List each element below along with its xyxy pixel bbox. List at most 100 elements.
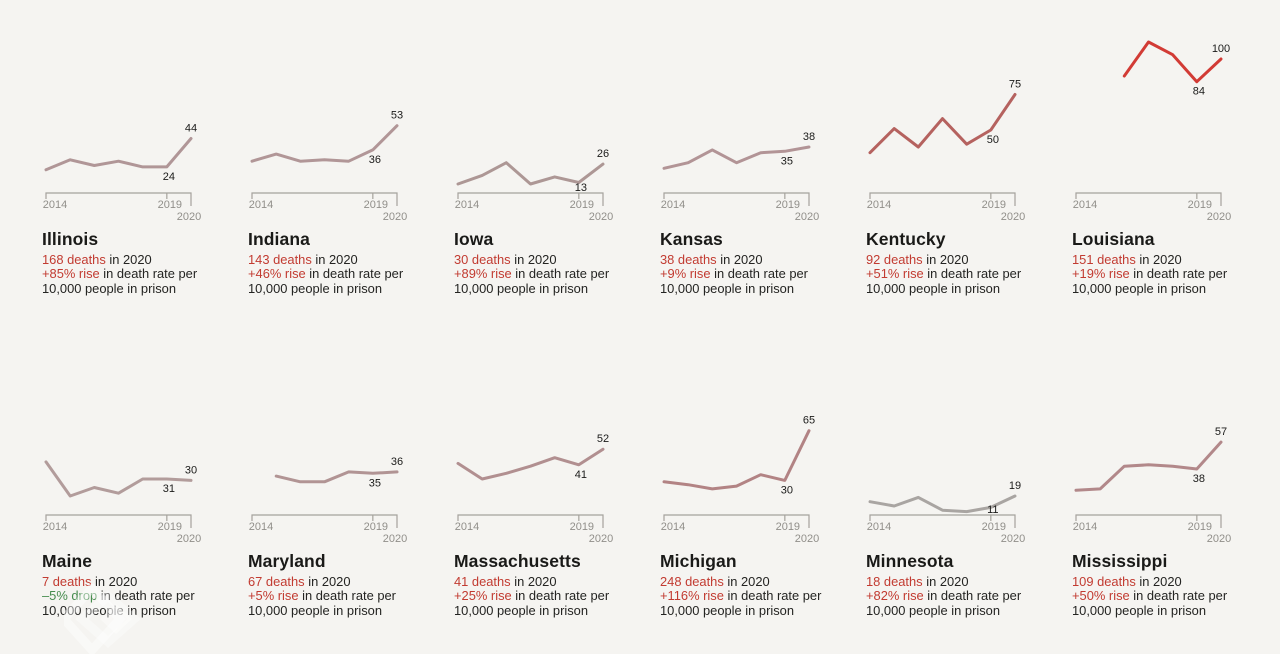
trend-line — [662, 145, 811, 170]
state-card: 2014 2019 2020 50 75 Kentucky 92 deaths in 2… — [866, 25, 1072, 296]
state-name: Maryland — [248, 551, 326, 571]
point-label-2020: 38 — [803, 131, 815, 143]
state-name: Louisiana — [1072, 229, 1155, 249]
deaths-line: 18 deaths in 2020 — [866, 574, 1072, 589]
state-name: Minnesota — [866, 551, 954, 571]
axis-tick-label-2020: 2020 — [589, 533, 613, 545]
x-axis — [251, 192, 398, 206]
x-axis — [663, 514, 810, 528]
x-axis — [1075, 514, 1222, 528]
change-context: in death rate per — [511, 588, 610, 604]
point-label-2020: 44 — [185, 123, 197, 135]
rate-denominator-line: 10,000 people in prison — [454, 602, 589, 618]
change-line: +19% rise in death rate per — [1072, 267, 1278, 281]
diamond-watermark-icon — [64, 584, 141, 654]
change-line: +116% rise in death rate per — [660, 589, 866, 603]
trend-line — [868, 93, 1017, 155]
change-context: in death rate per — [97, 588, 195, 604]
deaths-value: 67 deaths — [248, 574, 305, 589]
point-label-2019: 24 — [163, 171, 175, 183]
axis-tick-label-2020: 2020 — [383, 533, 407, 545]
point-label-2020: 57 — [1215, 426, 1227, 438]
point-label-2019: 30 — [781, 484, 793, 496]
change-value: +82% rise — [866, 588, 924, 604]
change-context: in death rate per — [923, 588, 1022, 604]
trend-line — [456, 447, 605, 481]
deaths-context: in 2020 — [1135, 574, 1182, 589]
point-label-2019: 13 — [575, 182, 587, 194]
change-value: +46% rise — [248, 266, 306, 282]
point-label-2019: 36 — [369, 154, 381, 166]
axis-tick-label-2014: 2014 — [455, 521, 479, 533]
deaths-line: 168 deaths in 2020 — [42, 252, 248, 267]
state-name: Michigan — [660, 551, 737, 571]
state-card: 2014 2019 2020 13 26 Iowa 30 deaths in 2020 … — [454, 25, 660, 296]
charts-row-2: 2014 2019 2020 31 30 Maine 7 deaths in 2020 … — [0, 347, 1278, 618]
change-value: +5% rise — [248, 588, 299, 604]
state-card: 2014 2019 2020 38 57 Mississippi 109 deaths … — [1072, 347, 1278, 618]
deaths-context: in 2020 — [510, 252, 557, 267]
deaths-line: 38 deaths in 2020 — [660, 252, 866, 267]
change-line: +50% rise in death rate per — [1072, 589, 1278, 603]
state-name: Massachusetts — [454, 551, 581, 571]
axis-tick-label-2014: 2014 — [867, 521, 891, 533]
axis-tick-label-2014: 2014 — [249, 199, 273, 211]
change-context: in death rate per — [298, 588, 396, 604]
trend-line — [274, 470, 399, 484]
deaths-context: in 2020 — [723, 574, 770, 589]
axis-tick-label-2019: 2019 — [364, 199, 388, 211]
point-label-2020: 19 — [1009, 480, 1021, 492]
point-label-2019: 41 — [575, 469, 587, 481]
axis-tick-label-2019: 2019 — [364, 521, 388, 533]
deaths-value: 92 deaths — [866, 252, 923, 267]
axis-tick-label-2019: 2019 — [776, 199, 800, 211]
change-line: +82% rise in death rate per — [866, 589, 1072, 603]
change-value: +85% rise — [42, 266, 100, 282]
deaths-line: 248 deaths in 2020 — [660, 574, 866, 589]
x-axis — [457, 514, 604, 528]
change-context: in death rate per — [710, 266, 808, 282]
axis-tick-label-2019: 2019 — [570, 199, 594, 211]
x-axis — [45, 192, 192, 206]
deaths-context: in 2020 — [716, 252, 763, 267]
point-label-2019: 38 — [1193, 473, 1205, 485]
axis-tick-label-2014: 2014 — [43, 521, 67, 533]
change-line: +89% rise in death rate per — [454, 267, 660, 281]
change-line: +5% rise in death rate per — [248, 589, 454, 603]
change-value: +19% rise — [1072, 266, 1130, 282]
change-value: +9% rise — [660, 266, 711, 282]
trend-line — [662, 429, 811, 491]
point-label-2019: 35 — [369, 477, 381, 489]
change-context: in death rate per — [511, 266, 610, 282]
point-label-2019: 31 — [163, 483, 175, 495]
axis-tick-label-2019: 2019 — [1188, 199, 1212, 211]
state-name: Illinois — [42, 229, 99, 249]
change-line: +25% rise in death rate per — [454, 589, 660, 603]
deaths-context: in 2020 — [922, 574, 969, 589]
rate-denominator-line: 10,000 people in prison — [866, 280, 1001, 296]
deaths-value: 41 deaths — [454, 574, 511, 589]
trend-line — [44, 460, 193, 498]
state-card: 2014 2019 2020 24 44 Illinois 168 deaths in … — [42, 25, 248, 296]
trend-line — [1074, 440, 1223, 492]
axis-tick-label-2014: 2014 — [249, 521, 273, 533]
change-value: +89% rise — [454, 266, 512, 282]
state-name: Indiana — [248, 229, 310, 249]
axis-tick-label-2014: 2014 — [867, 199, 891, 211]
rate-denominator-line: 10,000 people in prison — [660, 602, 795, 618]
state-name: Kansas — [660, 229, 723, 249]
deaths-value: 168 deaths — [42, 252, 106, 267]
deaths-value: 248 deaths — [660, 574, 724, 589]
point-label-2020: 65 — [803, 415, 815, 427]
deaths-context: in 2020 — [510, 574, 557, 589]
point-label-2020: 100 — [1212, 43, 1230, 55]
deaths-context: in 2020 — [91, 574, 138, 589]
deaths-context: in 2020 — [304, 574, 351, 589]
change-line: +85% rise in death rate per — [42, 267, 248, 281]
